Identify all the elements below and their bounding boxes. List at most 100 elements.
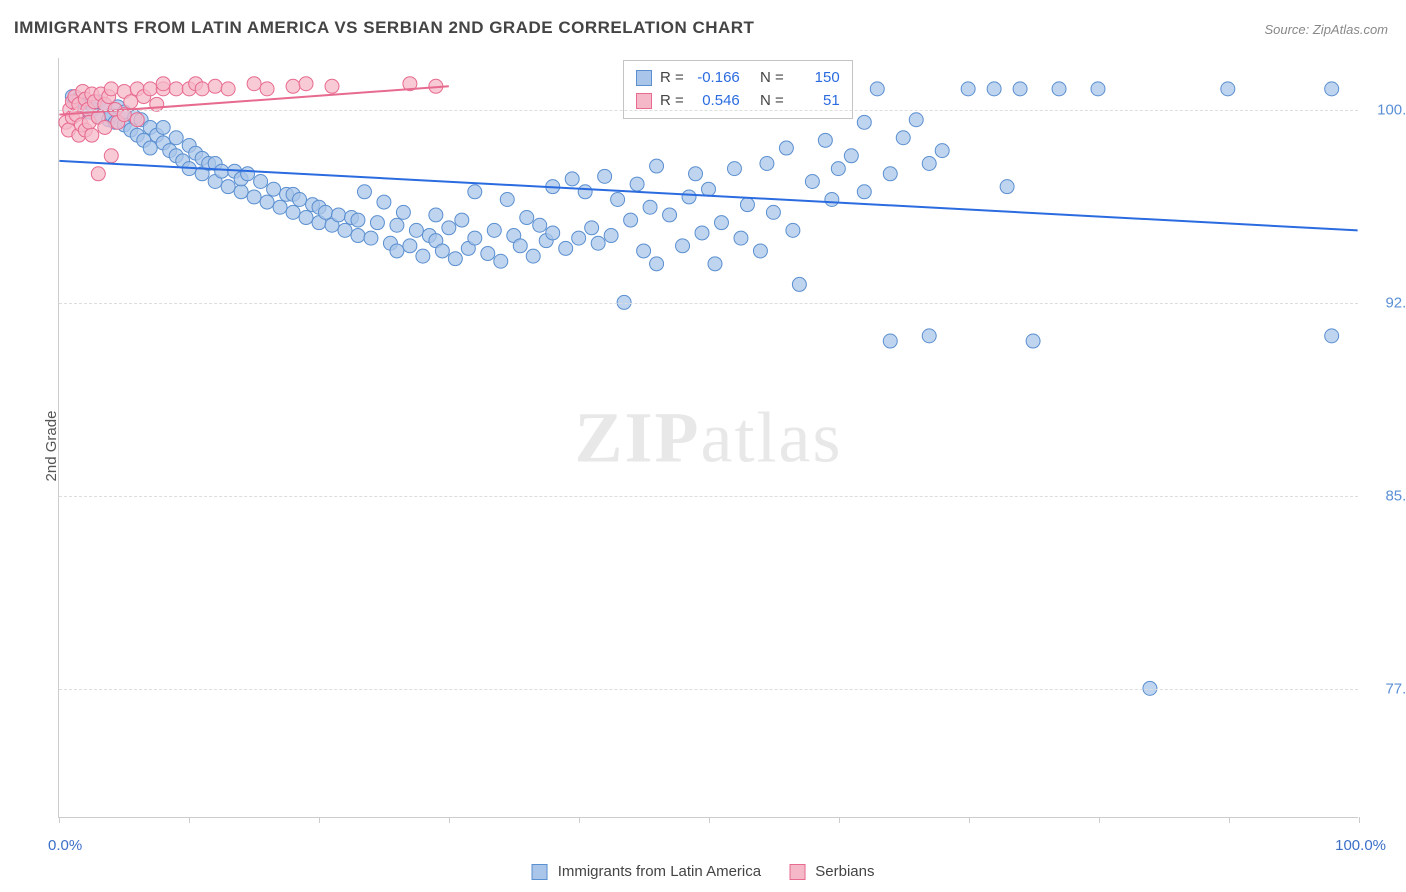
scatter-point-latin bbox=[922, 329, 936, 343]
scatter-point-latin bbox=[792, 277, 806, 291]
scatter-point-latin bbox=[714, 216, 728, 230]
scatter-point-latin bbox=[299, 211, 313, 225]
scatter-point-latin bbox=[779, 141, 793, 155]
x-tick bbox=[59, 817, 60, 823]
scatter-point-latin bbox=[682, 190, 696, 204]
scatter-point-latin bbox=[883, 167, 897, 181]
x-tick bbox=[449, 817, 450, 823]
scatter-point-latin bbox=[267, 182, 281, 196]
scatter-point-latin bbox=[831, 162, 845, 176]
scatter-point-latin bbox=[559, 241, 573, 255]
gridline-h bbox=[59, 496, 1358, 497]
scatter-point-latin bbox=[663, 208, 677, 222]
scatter-point-latin bbox=[487, 223, 501, 237]
y-tick-label: 100.0% bbox=[1368, 101, 1406, 118]
scatter-point-latin bbox=[689, 167, 703, 181]
scatter-point-latin bbox=[565, 172, 579, 186]
scatter-point-latin bbox=[500, 193, 514, 207]
scatter-point-latin bbox=[409, 223, 423, 237]
scatter-point-latin bbox=[241, 167, 255, 181]
scatter-point-latin bbox=[734, 231, 748, 245]
scatter-point-latin bbox=[909, 113, 923, 127]
legend-item-latin: Immigrants from Latin America bbox=[532, 863, 762, 880]
scatter-point-latin bbox=[766, 205, 780, 219]
scatter-point-latin bbox=[1052, 82, 1066, 96]
scatter-point-latin bbox=[494, 254, 508, 268]
x-tick bbox=[1229, 817, 1230, 823]
scatter-plot-svg bbox=[59, 58, 1358, 817]
scatter-point-latin bbox=[370, 216, 384, 230]
legend-item-serbian: Serbians bbox=[789, 863, 874, 880]
scatter-point-serbian bbox=[247, 77, 261, 91]
legend-bottom: Immigrants from Latin America Serbians bbox=[532, 863, 875, 880]
scatter-point-serbian bbox=[325, 79, 339, 93]
source-label: Source: ZipAtlas.com bbox=[1264, 22, 1388, 37]
scatter-point-serbian bbox=[98, 120, 112, 134]
x-tick bbox=[319, 817, 320, 823]
legend-swatch-latin bbox=[532, 864, 548, 880]
scatter-point-serbian bbox=[124, 95, 138, 109]
scatter-point-latin bbox=[448, 252, 462, 266]
scatter-point-serbian bbox=[85, 128, 99, 142]
scatter-point-serbian bbox=[130, 113, 144, 127]
scatter-point-latin bbox=[364, 231, 378, 245]
scatter-point-latin bbox=[1325, 82, 1339, 96]
scatter-point-latin bbox=[578, 185, 592, 199]
scatter-point-latin bbox=[825, 193, 839, 207]
x-tick bbox=[709, 817, 710, 823]
scatter-point-latin bbox=[611, 193, 625, 207]
scatter-point-latin bbox=[727, 162, 741, 176]
scatter-point-latin bbox=[1000, 180, 1014, 194]
x-axis-min-label: 0.0% bbox=[48, 837, 82, 854]
scatter-point-latin bbox=[818, 133, 832, 147]
scatter-point-latin bbox=[156, 120, 170, 134]
scatter-point-latin bbox=[624, 213, 638, 227]
stats-row-latin: R = -0.166 N = 150 bbox=[636, 67, 840, 90]
scatter-point-latin bbox=[598, 169, 612, 183]
scatter-point-serbian bbox=[260, 82, 274, 96]
scatter-point-latin bbox=[234, 185, 248, 199]
scatter-point-latin bbox=[753, 244, 767, 258]
scatter-point-latin bbox=[1325, 329, 1339, 343]
scatter-point-latin bbox=[390, 218, 404, 232]
scatter-point-latin bbox=[254, 175, 268, 189]
scatter-point-latin bbox=[351, 229, 365, 243]
scatter-point-latin bbox=[585, 221, 599, 235]
scatter-point-latin bbox=[526, 249, 540, 263]
scatter-point-latin bbox=[1013, 82, 1027, 96]
gridline-h bbox=[59, 689, 1358, 690]
scatter-point-latin bbox=[591, 236, 605, 250]
scatter-point-latin bbox=[468, 231, 482, 245]
scatter-point-latin bbox=[643, 200, 657, 214]
scatter-point-latin bbox=[1091, 82, 1105, 96]
scatter-point-serbian bbox=[208, 79, 222, 93]
scatter-point-latin bbox=[331, 208, 345, 222]
scatter-point-latin bbox=[416, 249, 430, 263]
gridline-h bbox=[59, 303, 1358, 304]
chart-title: IMMIGRANTS FROM LATIN AMERICA VS SERBIAN… bbox=[14, 18, 754, 38]
scatter-point-latin bbox=[1026, 334, 1040, 348]
scatter-point-latin bbox=[338, 223, 352, 237]
scatter-point-latin bbox=[533, 218, 547, 232]
scatter-point-latin bbox=[695, 226, 709, 240]
x-axis-max-label: 100.0% bbox=[1335, 837, 1386, 854]
scatter-point-latin bbox=[546, 226, 560, 240]
scatter-point-serbian bbox=[286, 79, 300, 93]
scatter-point-latin bbox=[637, 244, 651, 258]
legend-swatch-serbian bbox=[789, 864, 805, 880]
scatter-point-serbian bbox=[299, 77, 313, 91]
scatter-point-latin bbox=[702, 182, 716, 196]
scatter-point-latin bbox=[435, 244, 449, 258]
scatter-point-latin bbox=[319, 205, 333, 219]
r-value-latin: -0.166 bbox=[692, 67, 740, 90]
scatter-point-latin bbox=[513, 239, 527, 253]
scatter-point-serbian bbox=[169, 82, 183, 96]
scatter-point-serbian bbox=[104, 149, 118, 163]
x-tick bbox=[1359, 817, 1360, 823]
scatter-point-latin bbox=[215, 164, 229, 178]
scatter-point-latin bbox=[429, 208, 443, 222]
scatter-point-latin bbox=[760, 156, 774, 170]
scatter-point-serbian bbox=[195, 82, 209, 96]
scatter-point-latin bbox=[896, 131, 910, 145]
scatter-point-latin bbox=[844, 149, 858, 163]
